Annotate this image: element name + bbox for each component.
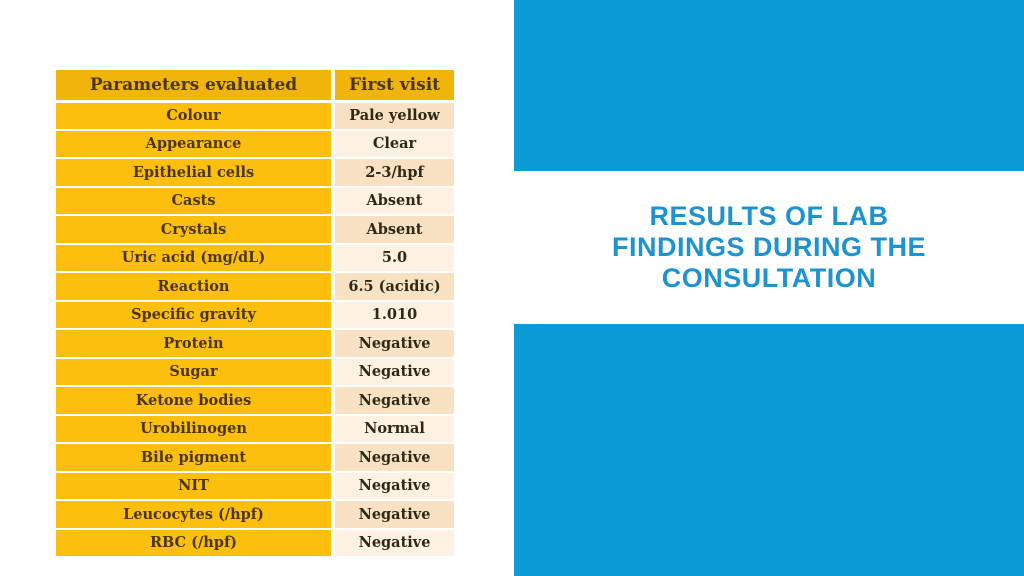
table-row: Protein Negative <box>56 329 454 359</box>
first-visit-cell: 5.0 <box>331 243 454 273</box>
table-row: Crystals Absent <box>56 215 454 245</box>
parameter-cell: Leucocytes (/hpf) <box>56 500 333 530</box>
table-row: Reaction 6.5 (acidic) <box>56 272 454 302</box>
first-visit-cell: Normal <box>331 414 454 444</box>
bottom-accent-bar <box>514 324 1024 576</box>
parameter-cell: Uric acid (mg/dL) <box>56 243 333 273</box>
table-row: Appearance Clear <box>56 129 454 159</box>
first-visit-cell: Negative <box>331 443 454 473</box>
table-row: RBC (/hpf) Negative <box>56 528 454 558</box>
first-visit-cell: Negative <box>331 528 454 558</box>
first-visit-cell: Negative <box>331 329 454 359</box>
first-visit-cell: Clear <box>331 129 454 159</box>
parameter-cell: Reaction <box>56 272 333 302</box>
parameter-cell: Urobilinogen <box>56 414 333 444</box>
table-row: NIT Negative <box>56 471 454 501</box>
table-row: Colour Pale yellow <box>56 101 454 131</box>
first-visit-cell: Negative <box>331 357 454 387</box>
first-visit-cell: 2-3/hpf <box>331 158 454 188</box>
parameter-cell: Colour <box>56 101 333 131</box>
slide-title-line-1: RESULTS OF LAB <box>649 201 889 231</box>
first-visit-cell: Negative <box>331 471 454 501</box>
table-row: Uric acid (mg/dL) 5.0 <box>56 243 454 273</box>
top-accent-bar <box>514 0 1024 171</box>
parameter-cell: Epithelial cells <box>56 158 333 188</box>
first-visit-cell: 1.010 <box>331 300 454 330</box>
parameter-cell: Protein <box>56 329 333 359</box>
table-row: Bile pigment Negative <box>56 443 454 473</box>
table-header-row: Parameters evaluated First visit <box>56 70 454 103</box>
table-row: Leucocytes (/hpf) Negative <box>56 500 454 530</box>
parameter-cell: RBC (/hpf) <box>56 528 333 558</box>
slide-title: RESULTS OF LAB FINDINGS DURING THE CONSU… <box>514 171 1024 324</box>
parameter-cell: Casts <box>56 186 333 216</box>
table-row: Epithelial cells 2-3/hpf <box>56 158 454 188</box>
first-visit-cell: 6.5 (acidic) <box>331 272 454 302</box>
lab-results-table: Parameters evaluated First visit Colour P… <box>56 70 454 558</box>
table-row: Specific gravity 1.010 <box>56 300 454 330</box>
parameter-cell: Crystals <box>56 215 333 245</box>
slide-title-line-2: FINDINGS DURING THE <box>611 232 926 262</box>
table-row: Casts Absent <box>56 186 454 216</box>
lab-table-body: Colour Pale yellow Appearance Clear Epitheli… <box>56 101 454 558</box>
first-visit-cell: Negative <box>331 386 454 416</box>
table-row: Ketone bodies Negative <box>56 386 454 416</box>
column-header-first-visit: First visit <box>331 70 454 103</box>
column-header-parameters-evaluated: Parameters evaluated <box>56 70 333 103</box>
parameter-cell: NIT <box>56 471 333 501</box>
first-visit-cell: Negative <box>331 500 454 530</box>
parameter-cell: Sugar <box>56 357 333 387</box>
parameter-cell: Ketone bodies <box>56 386 333 416</box>
slide-title-line-3: CONSULTATION <box>661 263 877 293</box>
parameter-cell: Appearance <box>56 129 333 159</box>
parameter-cell: Specific gravity <box>56 300 333 330</box>
first-visit-cell: Pale yellow <box>331 101 454 131</box>
first-visit-cell: Absent <box>331 215 454 245</box>
first-visit-cell: Absent <box>331 186 454 216</box>
table-row: Urobilinogen Normal <box>56 414 454 444</box>
table-row: Sugar Negative <box>56 357 454 387</box>
parameter-cell: Bile pigment <box>56 443 333 473</box>
